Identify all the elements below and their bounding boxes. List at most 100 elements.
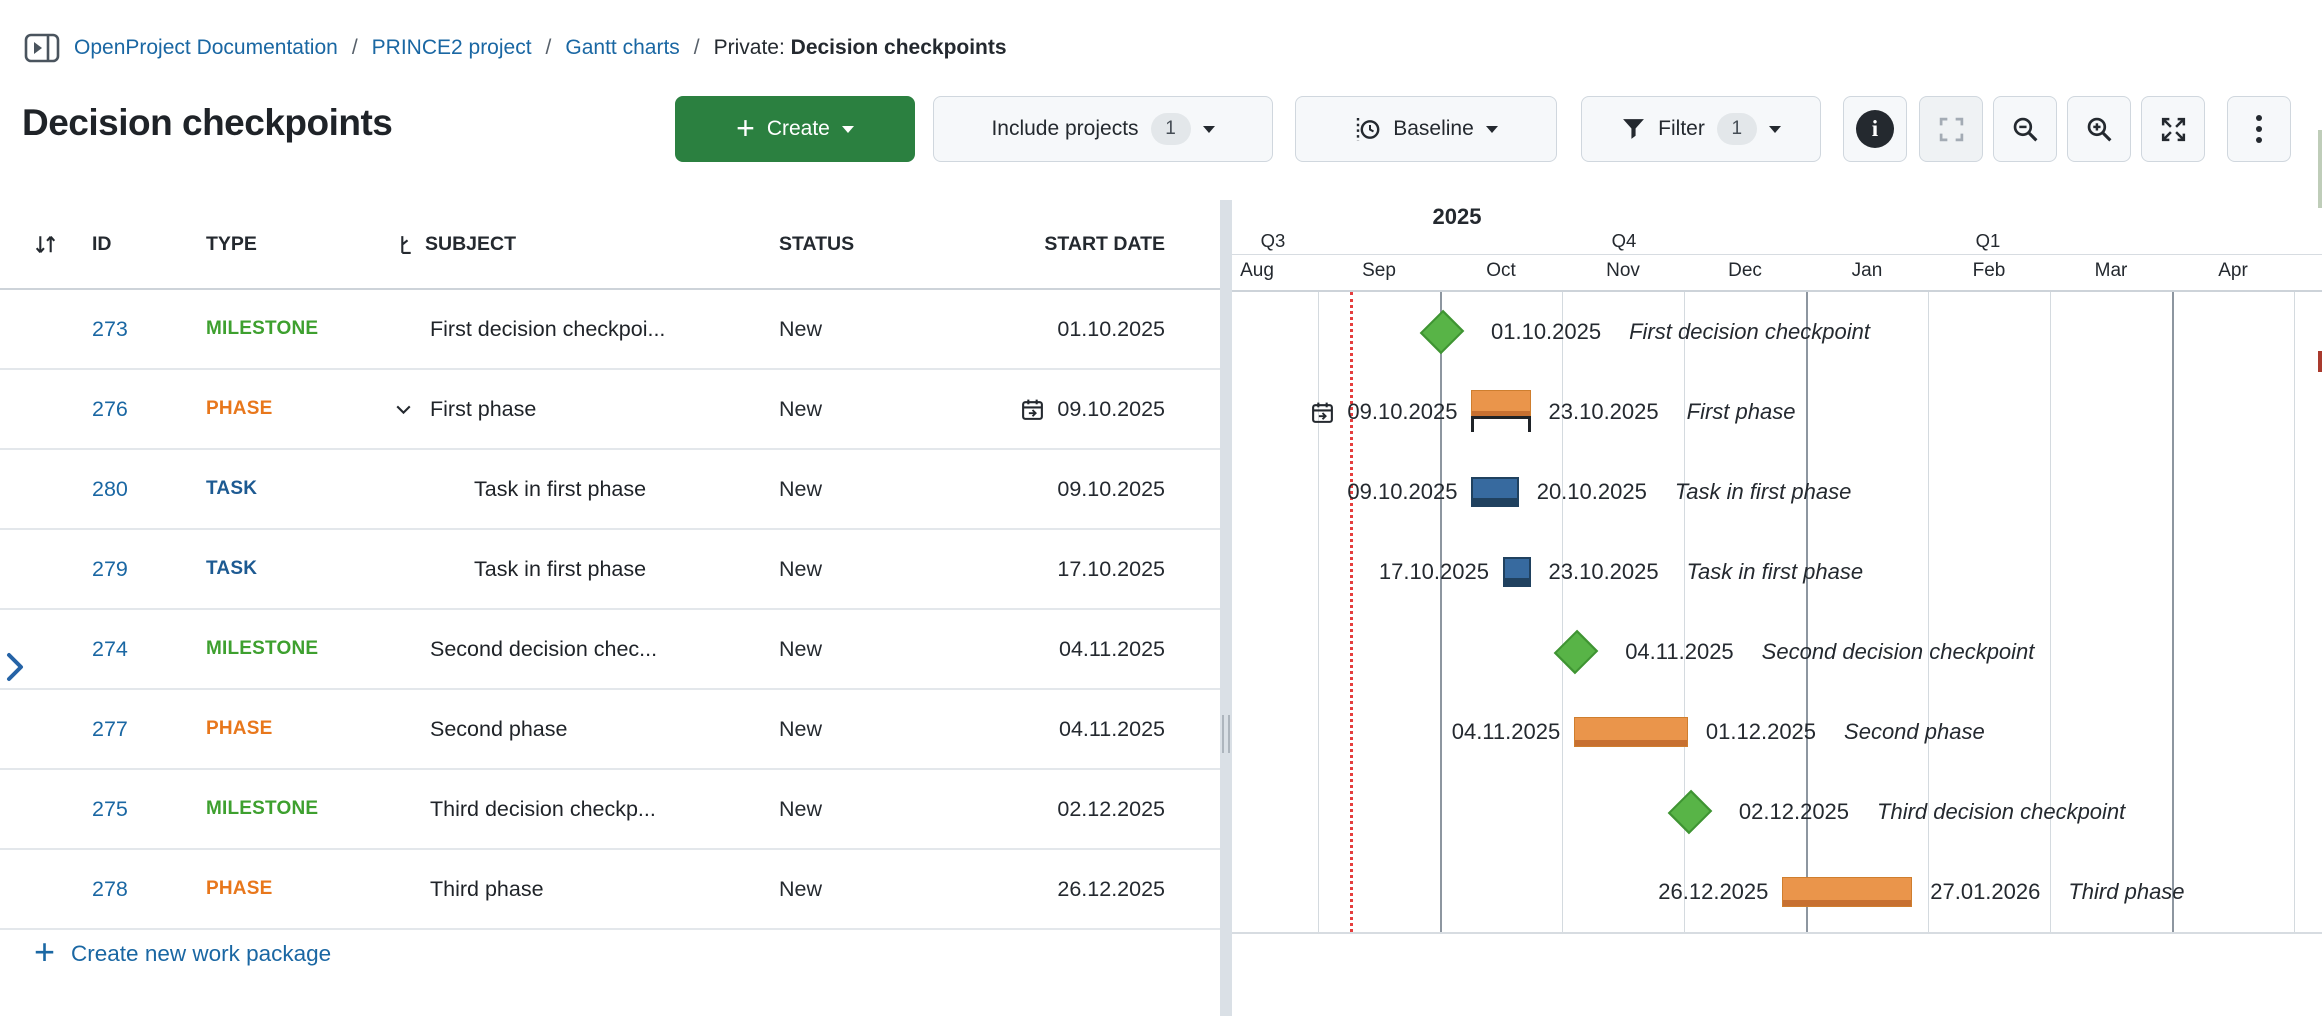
info-icon: i: [1856, 110, 1894, 148]
work-package-name: Third decision checkpoint: [1877, 799, 2126, 824]
column-header-id[interactable]: ID: [92, 232, 112, 255]
start-date-cell: 01.10.2025: [1057, 290, 1165, 368]
milestone-label: 02.12.2025 Third decision checkpoint: [1739, 772, 2125, 852]
column-header-type[interactable]: TYPE: [206, 232, 257, 255]
month-gridline: [1318, 292, 1319, 932]
column-header-subject[interactable]: SUBJECT: [396, 200, 516, 288]
milestone-diamond[interactable]: [1553, 629, 1599, 675]
include-projects-button[interactable]: Include projects 1: [933, 96, 1273, 162]
start-date-value: 26.12.2025: [1057, 876, 1165, 901]
sidebar-toggle-icon[interactable]: [24, 32, 60, 64]
month-gridline: [2294, 292, 2295, 932]
work-package-table: ID TYPE SUBJECT STATUS START DATE 273 MIL…: [0, 200, 1220, 1016]
timeline-quarter-label: Q1: [1975, 230, 2001, 251]
table-row[interactable]: 279 TASK Task in first phase New 17.10.2025: [0, 530, 1220, 610]
work-package-id-link[interactable]: 278: [92, 876, 128, 901]
task-bar[interactable]: [1502, 557, 1531, 587]
work-package-name: Task in first phase: [1686, 559, 1864, 584]
subject-label: First decision checkpoi...: [430, 316, 666, 341]
end-date-and-name-label: 23.10.2025 First phase: [1549, 372, 1796, 452]
subject-label: Third phase: [430, 876, 544, 901]
expand-sidebar-chevron[interactable]: [2, 650, 28, 684]
task-bar[interactable]: [1471, 477, 1519, 507]
type-label: TASK: [206, 478, 258, 499]
type-label: MILESTONE: [206, 318, 319, 339]
status-label: New: [779, 316, 823, 341]
sort-arrows-icon[interactable]: [32, 200, 59, 288]
subject-label: Task in first phase: [474, 556, 647, 581]
start-date-value: 04.11.2025: [1058, 636, 1165, 661]
pane-resize-handle[interactable]: [1222, 715, 1230, 753]
gantt-rows-area: 01.10.2025 First decision checkpoint 09.10…: [1232, 290, 2322, 934]
filter-button[interactable]: Filter 1: [1581, 96, 1821, 162]
work-package-id-link[interactable]: 274: [92, 636, 128, 661]
date-label: 04.11.2025: [1451, 719, 1561, 744]
plus-icon: +: [34, 931, 56, 972]
create-work-package-link[interactable]: + Create new work package: [34, 931, 332, 972]
status-label: New: [779, 396, 823, 421]
work-package-id-link[interactable]: 276: [92, 396, 128, 421]
start-date-value: 04.11.2025: [1058, 716, 1165, 741]
milestone-label: 04.11.2025 Second decision checkpoint: [1625, 612, 2034, 692]
table-row[interactable]: 280 TASK Task in first phase New 09.10.2025: [0, 450, 1220, 530]
table-row[interactable]: 273 MILESTONE First decision checkpoi... Ne…: [0, 290, 1220, 370]
timeline-month-label: Apr: [2218, 260, 2248, 281]
work-package-id-link[interactable]: 279: [92, 556, 128, 581]
work-package-name: First phase: [1686, 399, 1796, 424]
date-label: 01.10.2025: [1491, 319, 1602, 344]
timeline-month-label: Oct: [1486, 260, 1516, 281]
info-button[interactable]: i: [1843, 96, 1907, 162]
phase-bar[interactable]: [1574, 717, 1688, 747]
work-package-id-link[interactable]: 275: [92, 796, 128, 821]
expand-arrows-icon: [2161, 117, 2185, 141]
table-row[interactable]: 277 PHASE Second phase New 04.11.2025: [0, 690, 1220, 770]
work-package-id-link[interactable]: 273: [92, 316, 128, 341]
milestone-diamond[interactable]: [1667, 789, 1713, 835]
gantt-row: 02.12.2025 Third decision checkpoint: [1232, 772, 2322, 852]
start-date-cell: 17.10.2025: [1057, 530, 1165, 608]
date-label: 02.12.2025: [1738, 799, 1850, 824]
breadcrumb-separator: /: [351, 36, 358, 59]
create-button[interactable]: + Create: [675, 96, 915, 162]
breadcrumb-link-project[interactable]: PRINCE2 project: [371, 36, 532, 59]
milestone-diamond[interactable]: [1419, 309, 1465, 355]
type-label: TASK: [206, 558, 258, 579]
breadcrumb-link-gantt-charts[interactable]: Gantt charts: [565, 36, 680, 59]
phase-bar[interactable]: [1471, 390, 1531, 417]
start-date-label: 04.11.2025: [1452, 692, 1560, 772]
column-header-start-date[interactable]: START DATE: [1044, 232, 1165, 255]
work-package-id-link[interactable]: 280: [92, 476, 128, 501]
zoom-out-icon: [2013, 117, 2037, 141]
table-row[interactable]: 278 PHASE Third phase New 26.12.2025: [0, 850, 1220, 930]
zoom-to-fit-button[interactable]: [1919, 96, 1983, 162]
start-date-value: 17.10.2025: [1057, 556, 1165, 581]
column-header-status[interactable]: STATUS: [779, 232, 855, 255]
subject-label: Second phase: [430, 716, 568, 741]
start-date-value: 09.10.2025: [1057, 476, 1165, 501]
status-label: New: [779, 556, 823, 581]
work-package-name: Third phase: [2068, 879, 2185, 904]
breadcrumb-link-documentation[interactable]: OpenProject Documentation: [74, 36, 338, 59]
more-options-button[interactable]: [2227, 96, 2291, 162]
timeline-month-label: Mar: [2094, 260, 2128, 281]
start-date-value: 02.12.2025: [1057, 796, 1165, 821]
fullscreen-button[interactable]: [2141, 96, 2205, 162]
table-header-row: ID TYPE SUBJECT STATUS START DATE: [0, 200, 1220, 290]
date-label: 17.10.2025: [1378, 559, 1489, 584]
baseline-button[interactable]: Baseline: [1295, 96, 1557, 162]
table-row[interactable]: 276 PHASE First phase New 09.10.2025: [0, 370, 1220, 450]
phase-bar[interactable]: [1782, 877, 1913, 907]
zoom-in-button[interactable]: [2067, 96, 2131, 162]
work-package-id-link[interactable]: 277: [92, 716, 128, 741]
table-row[interactable]: 275 MILESTONE Third decision checkp... New 0…: [0, 770, 1220, 850]
table-row[interactable]: 274 MILESTONE Second decision chec... New 04…: [0, 610, 1220, 690]
collapse-chevron-icon[interactable]: [392, 370, 415, 448]
zoom-out-button[interactable]: [1993, 96, 2057, 162]
month-gridline: [1928, 292, 1929, 932]
start-date-value: 01.10.2025: [1057, 316, 1165, 341]
calendar-relation-icon: [1310, 400, 1335, 425]
timeline-month-label: Sep: [1362, 260, 1396, 281]
start-date-label: 26.12.2025: [1658, 852, 1768, 932]
gantt-row: 26.12.2025 27.01.2026 Third phase: [1232, 852, 2322, 932]
status-label: New: [779, 476, 823, 501]
